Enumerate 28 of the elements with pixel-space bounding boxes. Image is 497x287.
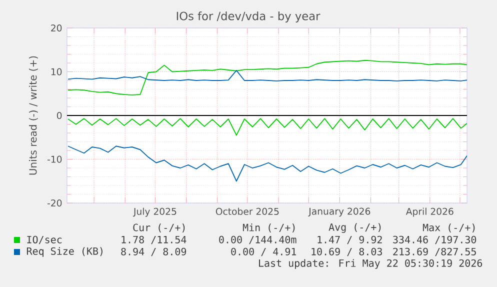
- text: Last update: Fri May 22 05:30:19 2026: [259, 259, 482, 269]
- y-axis-title: Units read (-) / write (+): [28, 56, 38, 175]
- text: 0.00 / 4.91: [231, 248, 296, 256]
- y-tick-label: -10: [48, 156, 62, 163]
- legend-label: Req Size (KB): [26, 247, 102, 257]
- x-tick-label: July 2025: [132, 208, 176, 217]
- x-tick-label: October 2025: [216, 208, 279, 215]
- text: Cur (-/+): [133, 224, 185, 232]
- y-tick-label: -20: [48, 199, 62, 207]
- chart-title: IOs for /dev/vda - by year: [176, 12, 320, 22]
- x-tick-label: January 2026: [308, 208, 370, 217]
- text: Avg (-/+): [328, 223, 381, 233]
- text: 334.46 /197.30: [393, 236, 476, 244]
- text: 213.69 /827.55: [393, 248, 476, 256]
- y-tick-label: 0: [56, 112, 62, 120]
- legend-label: IO/sec: [27, 236, 62, 244]
- text: 0.00 /144.40m: [219, 236, 296, 244]
- text: Max (-/+): [422, 224, 475, 232]
- line-series: [68, 146, 467, 182]
- text: 1.47 / 9.92: [318, 236, 382, 244]
- text: 1.78 /11.54: [122, 236, 186, 244]
- line-series: [68, 118, 467, 136]
- text: 8.94 / 8.09: [121, 248, 186, 256]
- y-tick-label: 20: [51, 24, 62, 32]
- x-tick-label: April 2026: [406, 208, 454, 217]
- y-tick-label: 10: [51, 68, 62, 76]
- text: 10.69 / 8.03: [312, 248, 382, 256]
- text: Min (-/+): [242, 224, 295, 232]
